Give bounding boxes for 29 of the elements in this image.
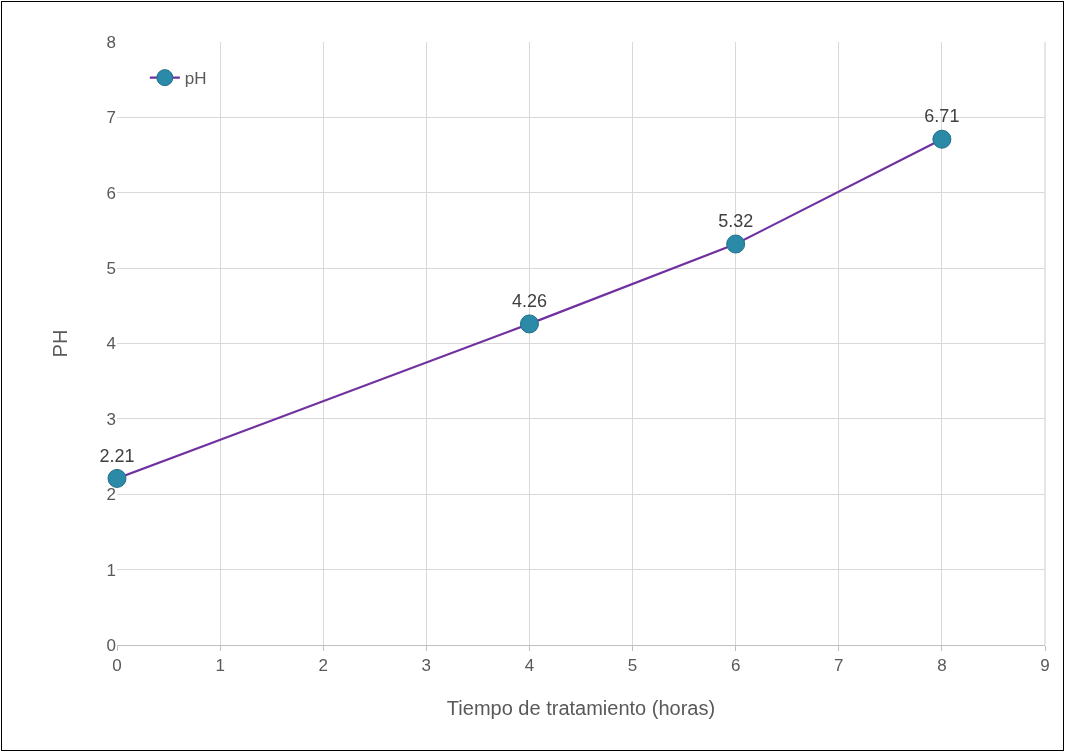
point <box>519 314 539 334</box>
y-tick-label: 8 <box>106 32 116 52</box>
y-tick-label: 0 <box>106 635 116 655</box>
y-tick-label: 3 <box>106 409 116 429</box>
x-tick-label: 1 <box>215 656 225 676</box>
data-label: 6.71 <box>924 106 960 127</box>
y-tick-label: 4 <box>106 334 116 354</box>
point <box>932 129 952 149</box>
data-label: 4.26 <box>511 291 547 312</box>
x-tick-label: 9 <box>1040 656 1050 676</box>
x-tick-label: 8 <box>937 656 947 676</box>
x-axis-title: Tiempo de tratamiento (horas) <box>446 697 716 719</box>
x-tick-label: 3 <box>421 656 432 676</box>
x-tick-label: 5 <box>627 656 638 676</box>
legend-label: pH <box>184 69 207 89</box>
x-tick-label: 2 <box>318 656 328 676</box>
data-label: 5.32 <box>718 211 754 232</box>
y-tick-label: 2 <box>106 485 116 505</box>
y-tick-label: 1 <box>106 560 116 580</box>
y-tick-label: 7 <box>106 108 116 128</box>
y-tick-label: 5 <box>106 259 116 279</box>
x-tick-label: 7 <box>834 656 844 676</box>
point <box>107 468 127 488</box>
x-tick-label: 4 <box>524 656 535 676</box>
data-label: 2.21 <box>99 445 135 466</box>
point <box>726 234 746 254</box>
y-tick-label: 6 <box>106 183 116 203</box>
x-tick-label: 6 <box>730 656 741 676</box>
y-axis-title: PH <box>49 329 71 358</box>
